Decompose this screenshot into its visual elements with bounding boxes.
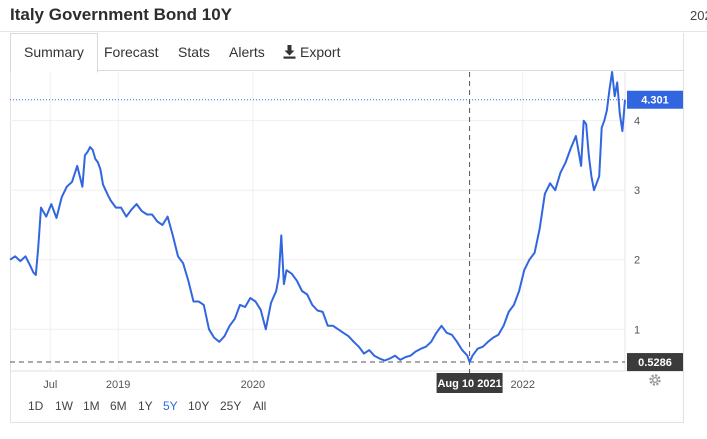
page-title-right-cut: 202 <box>690 8 707 23</box>
last-price-badge <box>627 90 683 109</box>
y-tick-label: 4 <box>634 116 640 128</box>
crosshair-value-label: 0.5286 <box>638 357 672 369</box>
header-divider <box>0 31 707 32</box>
y-tick-label: 2 <box>634 255 640 267</box>
range-1w[interactable]: 1W <box>55 399 73 413</box>
tab-export[interactable]: Export <box>283 33 340 71</box>
chart-panel <box>10 33 684 423</box>
tab-stats[interactable]: Stats <box>178 44 210 60</box>
gear-icon[interactable] <box>648 373 662 387</box>
download-icon <box>283 45 296 59</box>
range-25y[interactable]: 25Y <box>220 399 242 413</box>
x-tick-label: 2020 <box>241 379 265 391</box>
x-tick-label: Jul <box>43 379 57 391</box>
series-line-italy-10y[interactable] <box>9 71 626 364</box>
tab-summary[interactable]: Summary <box>10 33 98 73</box>
tab-bar-underline <box>90 70 684 71</box>
page-title: Italy Government Bond 10Y <box>10 5 232 24</box>
y-tick-label: 1 <box>634 324 640 336</box>
range-all[interactable]: All <box>253 399 267 413</box>
range-10y[interactable]: 10Y <box>188 399 210 413</box>
y-tick-label: 3 <box>634 185 640 197</box>
range-1m[interactable]: 1M <box>83 399 100 413</box>
crosshair-date-label: Aug 10 2021 <box>437 378 501 390</box>
last-price-label: 4.301 <box>641 95 669 107</box>
tab-export-label: Export <box>300 44 341 60</box>
tab-alerts[interactable]: Alerts <box>229 44 265 60</box>
range-6m[interactable]: 6M <box>110 399 127 413</box>
tab-forecast[interactable]: Forecast <box>104 44 159 60</box>
range-1d[interactable]: 1D <box>28 399 44 413</box>
range-5y[interactable]: 5Y <box>163 399 178 413</box>
crosshair-date-badge <box>436 373 503 393</box>
x-tick-label: 2022 <box>511 379 535 391</box>
range-1y[interactable]: 1Y <box>138 399 153 413</box>
crosshair-value-badge <box>627 353 683 372</box>
x-tick-label: 2019 <box>106 379 130 391</box>
